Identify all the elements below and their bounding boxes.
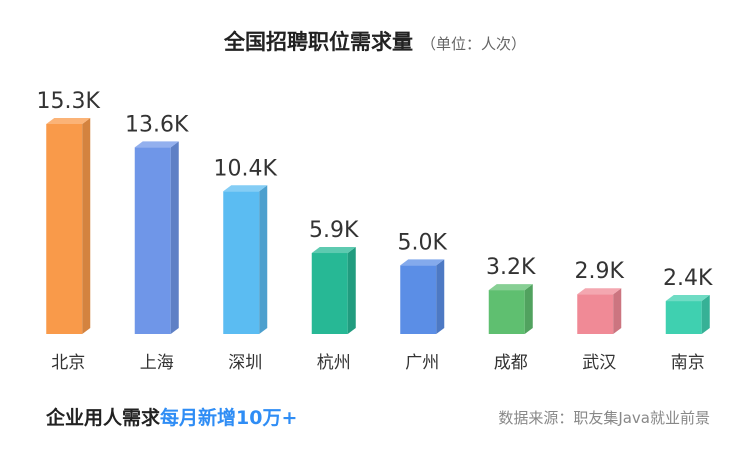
category-label: 广州 [405,353,439,373]
bar-front-face [489,290,525,334]
bar-上海 [135,141,179,334]
bar-side-face [171,141,179,334]
bar-front-face [400,265,436,334]
bar-深圳 [223,185,267,334]
bar-front-face [223,191,259,334]
category-label: 成都 [494,353,528,373]
value-label: 5.9K [309,218,359,243]
bar-front-face [666,301,702,334]
footer-slogan: 企业用人需求每月新增10万+ [46,403,297,430]
bar-front-face [577,294,613,334]
bar-北京 [46,118,90,334]
value-label: 10.4K [214,156,278,181]
slogan-text: 企业用人需求 [46,407,160,429]
bar-广州 [400,259,444,334]
category-label: 杭州 [317,353,351,373]
value-label: 2.9K [575,259,625,284]
bar-front-face [312,253,348,334]
category-label: 南京 [671,353,705,373]
value-label: 2.4K [663,266,713,291]
bar-side-face [348,247,356,334]
value-label: 3.2K [486,255,536,280]
category-label: 北京 [51,353,85,373]
category-label: 上海 [140,353,174,373]
bar-side-face [525,284,533,334]
category-label: 深圳 [228,353,262,373]
slogan-highlight: 每月新增10万+ [160,407,297,429]
bar-武汉 [577,288,621,334]
bar-杭州 [312,247,356,334]
bar-成都 [489,284,533,334]
data-source: 数据来源：职友集Java就业前景 [498,407,710,428]
value-label: 5.0K [398,230,448,255]
bar-side-face [259,185,267,334]
bar-side-face [702,295,710,334]
bar-front-face [46,124,82,334]
bar-side-face [436,259,444,334]
bar-南京 [666,295,710,334]
bar-side-face [613,288,621,334]
bar-side-face [82,118,90,334]
category-label: 武汉 [582,353,616,373]
bar-front-face [135,147,171,334]
value-label: 13.6K [125,112,189,137]
value-label: 15.3K [37,89,101,114]
